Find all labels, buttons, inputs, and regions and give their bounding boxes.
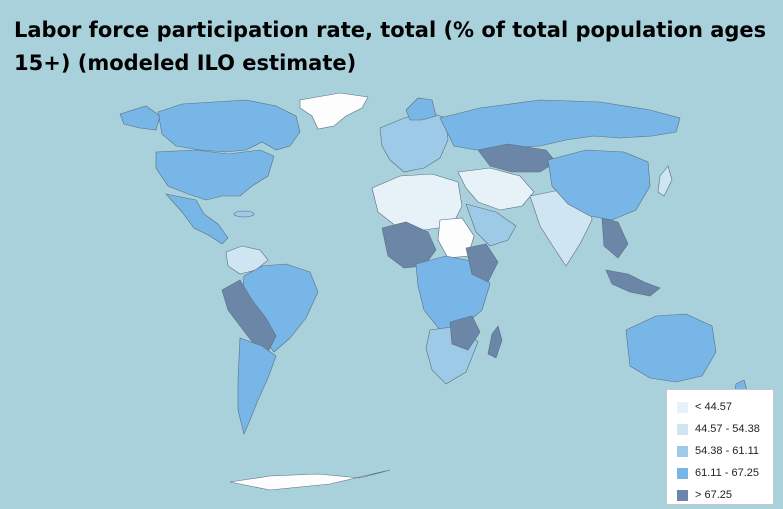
legend-item-3: 54.38 - 61.11	[677, 440, 773, 462]
region-china[interactable]	[547, 149, 651, 221]
legend-label: 44.57 - 54.38	[695, 423, 760, 435]
legend-item-5: > 67.25	[677, 484, 773, 506]
region-usa[interactable]	[155, 149, 275, 201]
region-indonesia[interactable]	[605, 269, 661, 297]
region-alaska[interactable]	[119, 105, 161, 131]
region-russia[interactable]	[439, 99, 681, 151]
region-west-africa[interactable]	[381, 221, 437, 269]
region-se-asia[interactable]	[601, 217, 629, 259]
region-kazakhstan[interactable]	[477, 143, 557, 173]
region-cuba[interactable]	[233, 210, 255, 218]
legend-label: > 67.25	[695, 489, 733, 501]
region-north-africa[interactable]	[371, 173, 463, 231]
region-antarctica[interactable]	[229, 469, 391, 491]
region-mozambique[interactable]	[449, 315, 481, 351]
region-scandinavia[interactable]	[405, 97, 437, 121]
map-title: Labor force participation rate, total (%…	[14, 18, 767, 75]
legend-swatch	[677, 467, 688, 479]
region-japan[interactable]	[657, 165, 673, 197]
region-colombia-venezuela[interactable]	[225, 245, 269, 275]
region-peru-bolivia[interactable]	[221, 279, 277, 353]
region-canada[interactable]	[157, 99, 301, 153]
region-australia[interactable]	[625, 313, 717, 383]
region-greenland[interactable]	[299, 92, 369, 130]
legend-item-1: < 44.57	[677, 396, 773, 418]
region-argentina[interactable]	[237, 337, 277, 435]
map-legend: < 44.57 44.57 - 54.38 54.38 - 61.11 61.1…	[666, 389, 774, 505]
legend-item-4: 61.11 - 67.25	[677, 462, 773, 484]
legend-swatch	[677, 423, 688, 435]
legend-label: 54.38 - 61.11	[695, 445, 760, 457]
region-arabia[interactable]	[465, 203, 517, 247]
region-europe[interactable]	[379, 111, 449, 173]
region-middle-east[interactable]	[457, 167, 535, 211]
legend-label: 61.11 - 67.25	[695, 467, 760, 479]
legend-item-2: 44.57 - 54.38	[677, 418, 773, 440]
legend-swatch	[677, 489, 688, 501]
legend-label: < 44.57	[695, 401, 733, 413]
region-east-africa[interactable]	[465, 243, 499, 283]
region-madagascar[interactable]	[487, 325, 503, 359]
region-mexico[interactable]	[165, 193, 229, 245]
legend-swatch	[677, 401, 688, 413]
legend-swatch	[677, 445, 688, 457]
